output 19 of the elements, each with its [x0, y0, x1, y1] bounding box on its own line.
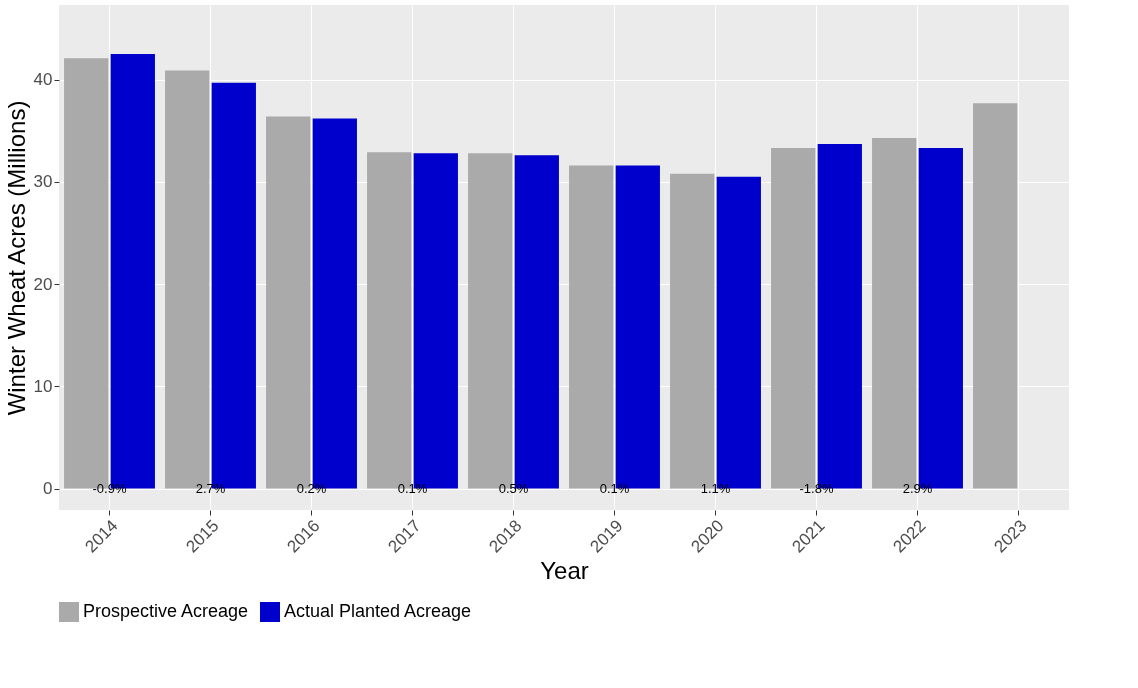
annotation: -0.9% [92, 480, 127, 496]
y-tick-label: 0 [43, 479, 53, 499]
annotation: 0.5% [498, 480, 529, 496]
y-tick-label: 20 [33, 274, 53, 294]
x-axis-title: Year [540, 556, 589, 584]
legend-label: Prospective Acreage [83, 601, 249, 621]
bar [973, 103, 1018, 489]
annotation: 0.2% [296, 480, 327, 496]
annotation: 0.1% [397, 480, 428, 496]
annotation: -1.8% [799, 480, 834, 496]
annotation: 0.1% [599, 480, 630, 496]
y-tick-label: 10 [33, 376, 53, 396]
legend-label: Actual Planted Acreage [284, 601, 472, 621]
annotation: 2.9% [902, 480, 933, 496]
y-tick-label: 40 [33, 70, 53, 90]
y-tick-label: 30 [33, 172, 53, 192]
y-axis-title: Winter Wheat Acres (Millions) [2, 100, 30, 416]
annotation: 2.7% [195, 480, 226, 496]
annotation: 1.1% [700, 480, 731, 496]
